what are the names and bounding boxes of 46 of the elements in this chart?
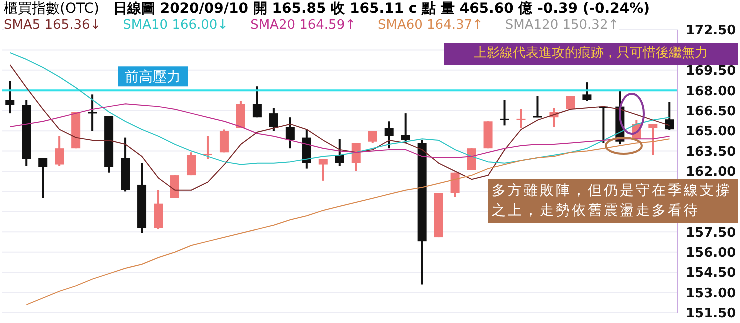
label-box: 多方雖敗陣，但仍是守在季線支撐之上，走勢依舊震盪走多看待: [488, 179, 738, 223]
candlestick: [368, 130, 378, 144]
text: SMA60 164.37↑: [378, 18, 484, 33]
candlestick: [582, 82, 592, 102]
candlestick: [286, 116, 295, 150]
text: SMA20 164.59↑: [250, 18, 356, 33]
candlestick: [335, 138, 344, 168]
candlestick: [566, 95, 576, 111]
y-tick-label: 151.50: [686, 306, 736, 322]
candlestick: [220, 128, 229, 154]
candlestick: [55, 135, 64, 168]
y-tick-label: 166.50: [686, 104, 736, 120]
candlestick: [269, 107, 278, 132]
candlestick: [533, 95, 542, 119]
y-tick-label: 168.00: [686, 84, 736, 100]
candlestick: [500, 99, 510, 127]
y-tick-label: 157.50: [686, 226, 736, 241]
chart-subtitle: 日線圖 2020/09/10 開 165.85 收 165.11 c 點 量 465.60 億 -0.39 (-0.24%): [113, 1, 650, 17]
candlestick: [384, 120, 394, 150]
y-tick-label: 163.50: [686, 144, 736, 160]
text: SMA10 166.00↓: [123, 18, 229, 33]
candlestick: [252, 86, 262, 119]
label-box: 上影線代表進攻的痕跡，只可惜後繼無力: [444, 43, 738, 65]
y-tick-label: 162.00: [686, 165, 736, 180]
y-tick-label: 165.00: [686, 124, 736, 140]
y-tick-label: 169.50: [686, 64, 736, 80]
y-tick-label: 156.00: [686, 246, 736, 261]
y-tick-label: 172.50: [686, 24, 736, 39]
y-tick-label: 153.00: [686, 286, 736, 302]
candlestick: [352, 142, 361, 172]
candlestick: [467, 148, 476, 172]
ref-line-label: 前高壓力: [125, 70, 181, 86]
candlestick: [516, 108, 526, 130]
candlestick: [88, 94, 98, 132]
candlestick: [6, 80, 15, 115]
y-tick-label: 154.50: [686, 266, 736, 282]
chart-title: 櫃買指數(OTC): [4, 1, 100, 17]
candlestick: [401, 112, 410, 144]
candlestick: [203, 135, 212, 160]
candlestick: [665, 101, 674, 132]
annotation: SMA120 150.32↑: [505, 18, 620, 33]
text: SMA5 165.36↓: [4, 18, 102, 33]
candlestick: [186, 152, 196, 177]
candlestick: [38, 157, 48, 200]
candlestick: [318, 158, 328, 182]
candlestick: [648, 123, 658, 156]
